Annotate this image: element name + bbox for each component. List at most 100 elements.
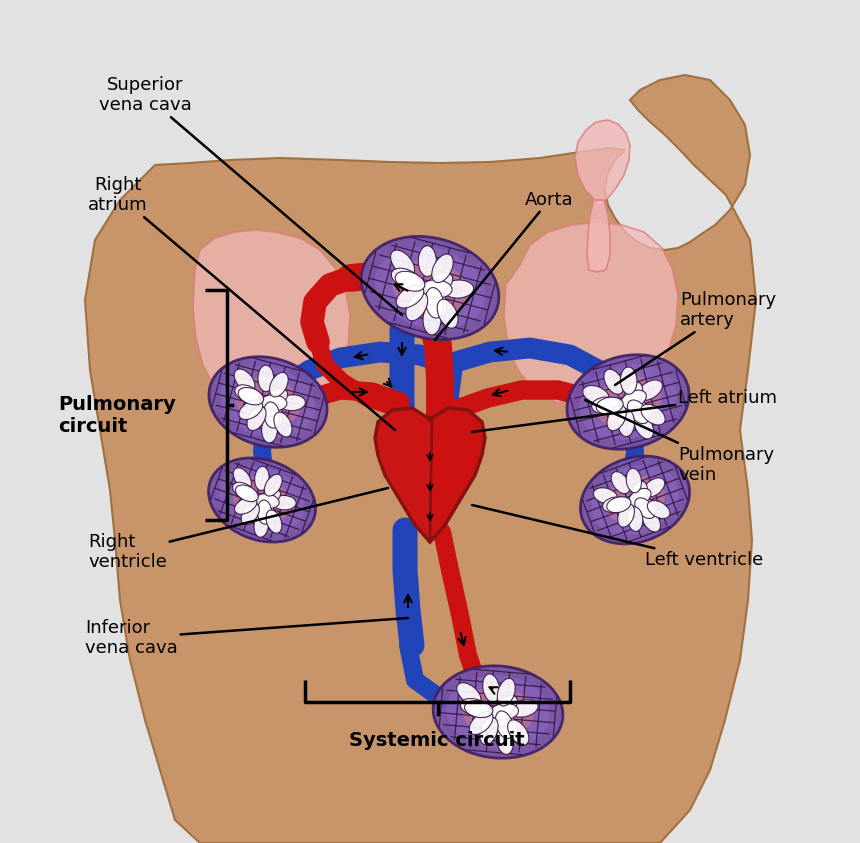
Ellipse shape — [232, 482, 255, 500]
Ellipse shape — [497, 710, 517, 736]
Ellipse shape — [264, 402, 280, 428]
Ellipse shape — [221, 366, 316, 438]
Text: Pulmonary
artery: Pulmonary artery — [615, 291, 776, 385]
Ellipse shape — [258, 489, 280, 506]
Ellipse shape — [490, 703, 519, 720]
Ellipse shape — [239, 400, 262, 420]
Ellipse shape — [238, 388, 263, 405]
Ellipse shape — [261, 395, 287, 411]
Ellipse shape — [635, 498, 655, 518]
Ellipse shape — [261, 416, 278, 443]
Ellipse shape — [266, 401, 283, 427]
Ellipse shape — [418, 245, 436, 277]
Ellipse shape — [236, 377, 300, 427]
Ellipse shape — [626, 468, 642, 493]
Ellipse shape — [426, 287, 444, 318]
Ellipse shape — [618, 409, 635, 437]
Ellipse shape — [496, 726, 513, 754]
Ellipse shape — [643, 478, 665, 497]
Ellipse shape — [594, 376, 661, 428]
Ellipse shape — [648, 501, 670, 518]
Polygon shape — [375, 408, 485, 542]
Ellipse shape — [269, 373, 288, 397]
Ellipse shape — [583, 385, 609, 404]
Text: Inferior
vena cava: Inferior vena cava — [85, 618, 408, 658]
Ellipse shape — [423, 304, 441, 335]
Ellipse shape — [457, 683, 481, 706]
Ellipse shape — [254, 513, 268, 537]
Ellipse shape — [567, 355, 689, 449]
Ellipse shape — [437, 299, 458, 328]
Ellipse shape — [628, 507, 642, 531]
Ellipse shape — [580, 456, 690, 544]
Ellipse shape — [593, 488, 617, 504]
Text: Systemic circuit: Systemic circuit — [349, 731, 525, 749]
Ellipse shape — [617, 503, 635, 527]
Ellipse shape — [638, 380, 662, 400]
Ellipse shape — [272, 496, 296, 510]
Ellipse shape — [460, 699, 488, 716]
Ellipse shape — [406, 293, 427, 320]
Text: Superior
vena cava: Superior vena cava — [99, 76, 402, 315]
Ellipse shape — [604, 369, 623, 395]
Ellipse shape — [629, 488, 651, 507]
Ellipse shape — [396, 286, 424, 308]
Ellipse shape — [219, 466, 304, 534]
Ellipse shape — [464, 701, 493, 717]
Ellipse shape — [255, 466, 269, 491]
Ellipse shape — [607, 405, 626, 431]
Ellipse shape — [634, 414, 654, 439]
Ellipse shape — [279, 395, 305, 411]
Ellipse shape — [233, 468, 251, 489]
Ellipse shape — [606, 497, 631, 513]
Ellipse shape — [396, 271, 425, 291]
Ellipse shape — [579, 364, 677, 440]
Ellipse shape — [273, 412, 292, 437]
Polygon shape — [193, 230, 350, 418]
Text: Left atrium: Left atrium — [472, 389, 777, 432]
Ellipse shape — [390, 250, 415, 277]
Ellipse shape — [463, 686, 534, 738]
Ellipse shape — [628, 400, 648, 424]
Ellipse shape — [241, 503, 260, 524]
Ellipse shape — [635, 497, 657, 515]
Polygon shape — [587, 200, 610, 272]
Ellipse shape — [482, 674, 500, 702]
Polygon shape — [575, 120, 630, 206]
Polygon shape — [85, 75, 756, 843]
Ellipse shape — [264, 475, 282, 496]
Ellipse shape — [596, 397, 623, 414]
Ellipse shape — [480, 717, 498, 744]
Ellipse shape — [495, 711, 513, 738]
Ellipse shape — [264, 389, 287, 408]
Ellipse shape — [259, 499, 274, 523]
Ellipse shape — [235, 497, 257, 514]
Ellipse shape — [427, 287, 447, 316]
Ellipse shape — [611, 472, 630, 494]
Ellipse shape — [425, 273, 452, 295]
Ellipse shape — [603, 497, 627, 513]
Text: Pulmonary
circuit: Pulmonary circuit — [58, 395, 175, 436]
Ellipse shape — [642, 510, 660, 532]
Polygon shape — [377, 410, 432, 538]
Ellipse shape — [592, 464, 679, 535]
Ellipse shape — [470, 711, 493, 734]
Text: Right
ventricle: Right ventricle — [88, 488, 388, 572]
Ellipse shape — [630, 481, 648, 505]
Polygon shape — [504, 222, 678, 406]
Ellipse shape — [375, 247, 485, 330]
Ellipse shape — [258, 365, 273, 392]
Text: Aorta: Aorta — [435, 191, 574, 340]
Ellipse shape — [446, 675, 550, 749]
Ellipse shape — [494, 695, 518, 718]
Ellipse shape — [247, 406, 266, 431]
Ellipse shape — [266, 510, 282, 534]
Ellipse shape — [624, 382, 642, 408]
Ellipse shape — [641, 405, 665, 425]
Ellipse shape — [433, 666, 563, 758]
Ellipse shape — [443, 280, 474, 298]
Ellipse shape — [236, 485, 258, 502]
Ellipse shape — [255, 494, 280, 508]
Ellipse shape — [232, 477, 292, 524]
Ellipse shape — [208, 458, 316, 542]
